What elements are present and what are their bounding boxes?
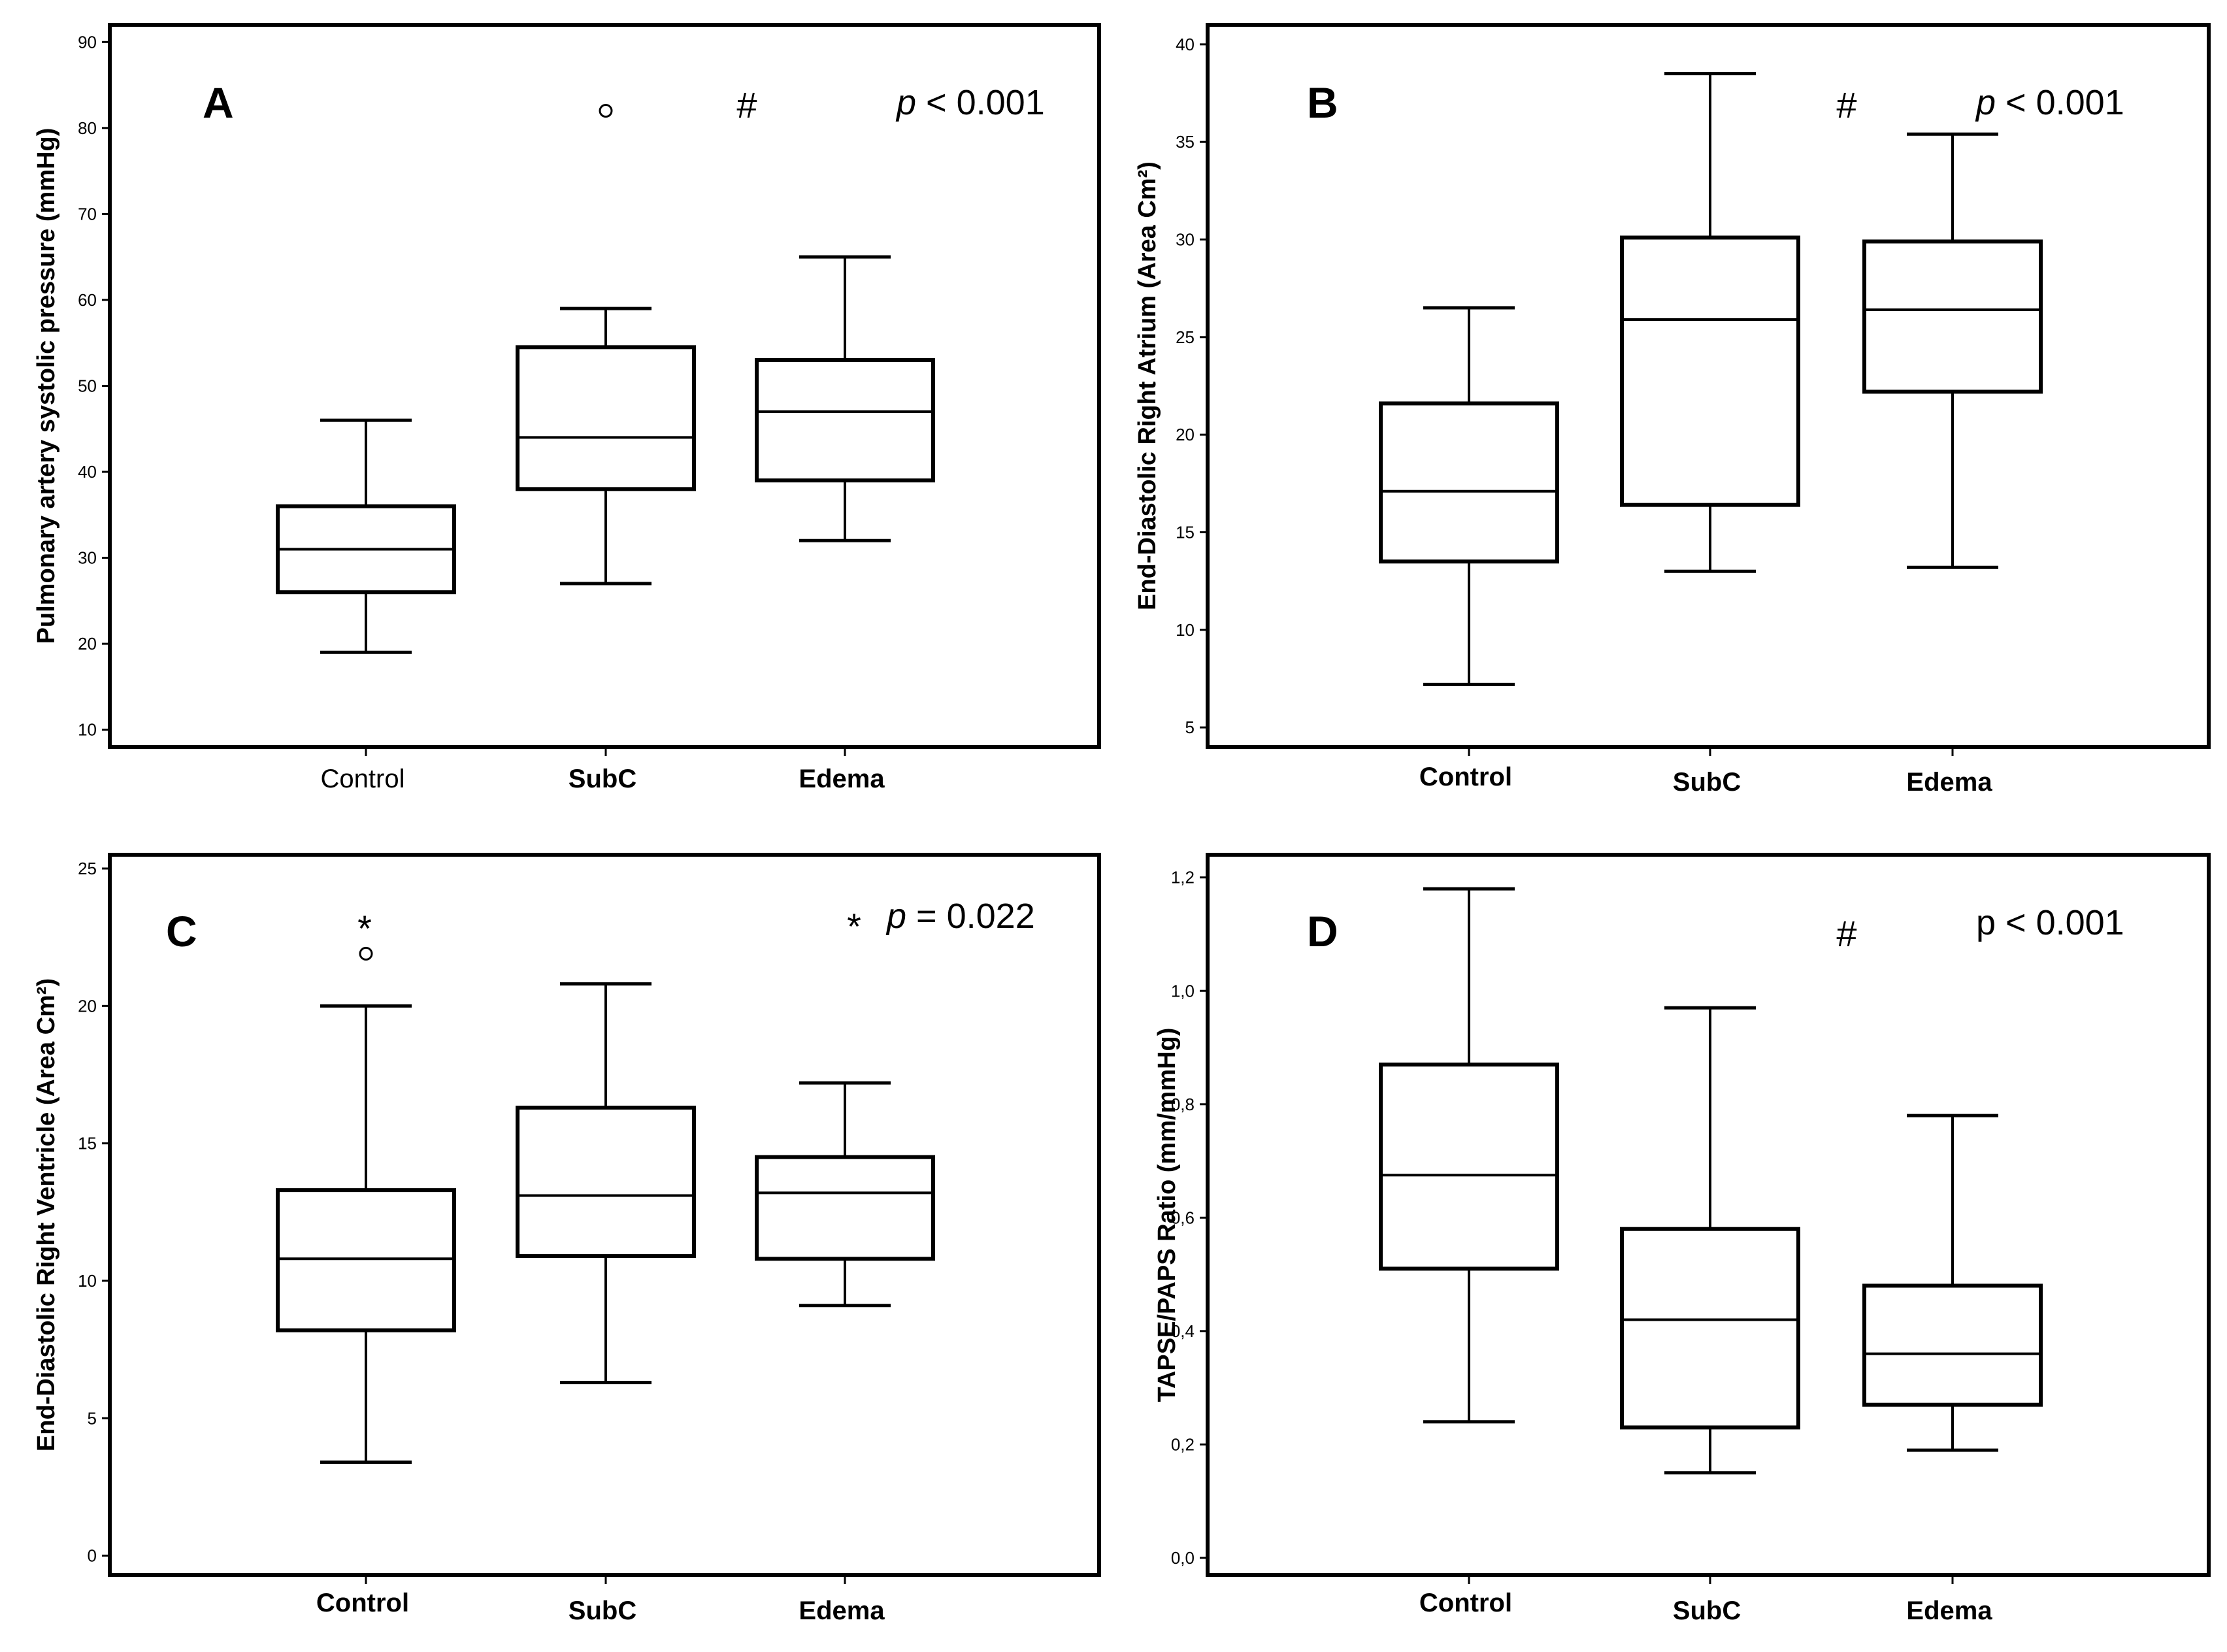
panel-letter: D (1307, 907, 1338, 955)
y-tick-label: 0,6 (1171, 1208, 1195, 1227)
y-tick-label: 0 (88, 1546, 97, 1566)
p-value-label: p = 0.022 (885, 897, 1035, 936)
category-label: Edema (1906, 1596, 1992, 1625)
y-tick-label: 10 (78, 720, 97, 740)
y-tick-label: 60 (78, 290, 97, 310)
y-tick-label: 25 (78, 859, 97, 878)
iqr-box (516, 1105, 696, 1259)
box-subc (516, 982, 696, 1385)
category-label: SubC (1673, 1596, 1741, 1625)
p-value-label: p < 0.001 (1976, 903, 2124, 942)
iqr-box (1862, 239, 2043, 394)
y-tick-label: 40 (1176, 35, 1195, 54)
y-tick-label: 35 (1176, 132, 1195, 152)
panel-letter: B (1307, 78, 1338, 127)
y-tick-label: 5 (1185, 718, 1195, 737)
y-tick-label: 30 (1176, 230, 1195, 250)
outlier-point (359, 946, 373, 961)
category-label: SubC (569, 1596, 636, 1625)
y-tick-label: 40 (78, 462, 97, 482)
category-label: Control (316, 1589, 409, 1617)
p-value-label: p < 0.001 (895, 83, 1045, 122)
significance-marker: # (1836, 84, 1856, 125)
significance-marker: # (1836, 913, 1856, 954)
y-tick-label: 70 (78, 204, 97, 223)
panel-b-chart: 5 10 15 20 25 30 35 40 End-Diastolic Right Atriu… (1134, 23, 2211, 797)
y-tick-label: 15 (1176, 522, 1195, 542)
panel-a-chart: 10 20 30 40 50 60 70 80 90 Pulmonary artery systo… (33, 23, 1101, 793)
panel-letter: C (166, 907, 197, 955)
iqr-box (1379, 1063, 1559, 1271)
iqr-box (516, 345, 696, 491)
outlier-point (599, 104, 613, 118)
box-subc (516, 104, 696, 586)
p-value-text: = 0.022 (906, 897, 1035, 936)
p-symbol: p (895, 83, 916, 122)
y-tick-label: 0,2 (1171, 1434, 1195, 1454)
y-tick-label: 30 (78, 548, 97, 568)
y-tick-label: 1,2 (1171, 868, 1195, 887)
box-edema (1862, 132, 2043, 569)
p-value-text: < 0.001 (916, 83, 1045, 122)
y-tick-label: 10 (78, 1271, 97, 1291)
y-tick-label: 5 (88, 1408, 97, 1428)
box-control (1379, 887, 1559, 1424)
iqr-box (276, 1188, 456, 1332)
y-tick-label: 10 (1176, 620, 1195, 640)
y-tick-label: 0,8 (1171, 1095, 1195, 1114)
y-tick-label: 90 (78, 32, 97, 52)
iqr-box (755, 358, 935, 483)
y-tick-label: 25 (1176, 327, 1195, 347)
y-tick-label: 0,0 (1171, 1548, 1195, 1568)
box-control (276, 418, 456, 654)
iqr-box (1620, 235, 1800, 507)
category-label: Control (321, 765, 405, 793)
box-subc (1620, 72, 1800, 573)
box-control (276, 946, 456, 1464)
box-edema (755, 1081, 935, 1308)
y-axis-label: End-Diastolic Right Atrium (Area Cm²) (1134, 161, 1161, 610)
iqr-box (1379, 401, 1559, 564)
p-value-text: < 0.001 (1996, 83, 2124, 122)
panel-letter: A (203, 78, 234, 127)
plot-frame (108, 853, 1101, 1577)
y-tick-label: 80 (78, 118, 97, 138)
significance-star: * (357, 908, 372, 949)
panel-d-chart: 0,0 0,2 0,4 0,6 0,8 1,0 1,2 TAPSE/PAPS Ratio (m… (1153, 853, 2211, 1625)
y-tick-label: 50 (78, 376, 97, 396)
category-label: SubC (569, 765, 636, 793)
p-symbol: p (1975, 83, 1996, 122)
significance-marker: # (736, 84, 757, 125)
box-control (1379, 306, 1559, 686)
y-axis-label: TAPSE/PAPS Ratio (mm/mmHg) (1153, 1028, 1181, 1402)
y-tick-label: 1,0 (1171, 981, 1195, 1000)
y-tick-label: 20 (1176, 425, 1195, 444)
p-value-label: p < 0.001 (1975, 83, 2124, 122)
plot-frame (1206, 23, 2211, 749)
box-subc (1620, 1006, 1800, 1475)
y-axis-label: End-Diastolic Right Ventricle (Area Cm²) (33, 978, 60, 1451)
y-tick-label: 20 (78, 634, 97, 653)
panel-c-chart: 0 5 10 15 20 25 End-Diastolic Right Ventricle … (33, 853, 1101, 1625)
box-edema (1862, 1114, 2043, 1452)
y-tick-label: 20 (78, 996, 97, 1016)
category-label: Control (1419, 1589, 1512, 1617)
p-symbol: p (885, 897, 906, 936)
category-label: Edema (799, 765, 885, 793)
plot-frame (1206, 853, 2211, 1577)
iqr-box (755, 1155, 935, 1261)
box-edema (755, 255, 935, 542)
y-axis-label: Pulmonary artery systolic pressure (mmHg… (33, 128, 60, 644)
y-tick-label: 15 (78, 1134, 97, 1153)
iqr-box (1862, 1283, 2043, 1407)
significance-marker: * (847, 906, 861, 947)
category-label: SubC (1673, 768, 1741, 797)
category-label: Edema (799, 1596, 885, 1625)
category-label: Control (1419, 763, 1512, 791)
category-label: Edema (1906, 768, 1992, 797)
iqr-box (1620, 1227, 1800, 1430)
y-tick-label: 0,4 (1171, 1321, 1195, 1341)
